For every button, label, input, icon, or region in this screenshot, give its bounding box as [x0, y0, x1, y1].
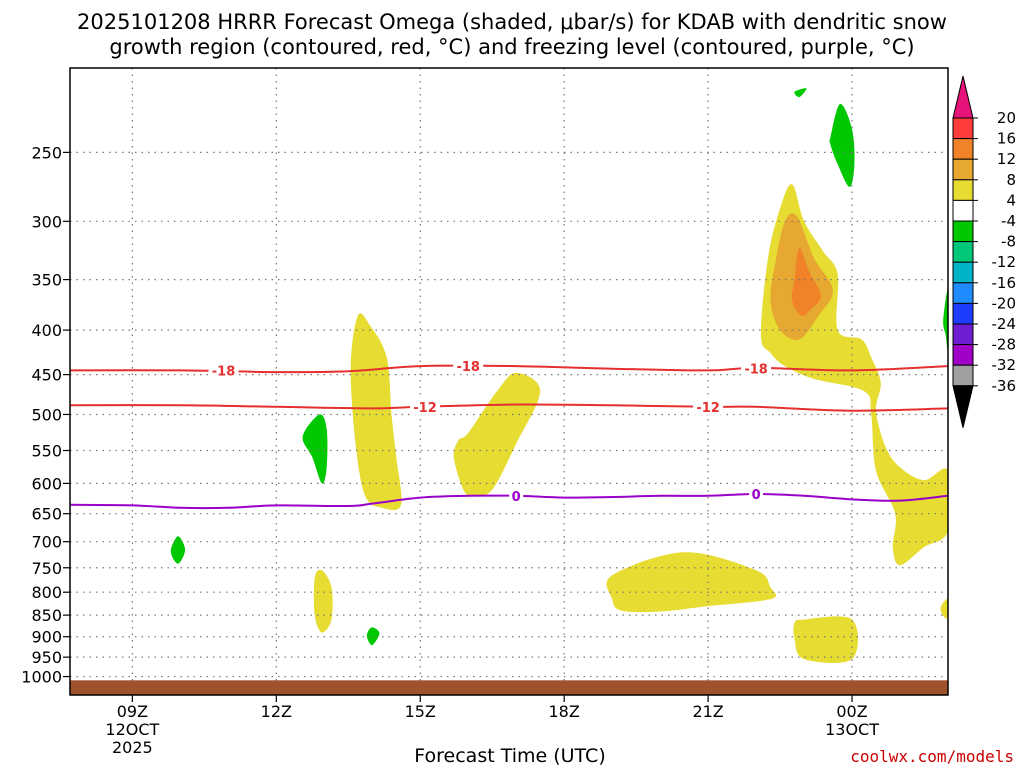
colorbar-top-arrow	[952, 75, 974, 119]
x-tick-label: 21Z	[692, 702, 723, 721]
omega-shading-layer	[170, 88, 948, 663]
chart-title-line2: growth region (contoured, red, °C) and f…	[109, 35, 914, 59]
omega-region	[829, 103, 855, 187]
x-axis-label: Forecast Time (UTC)	[414, 745, 605, 767]
contour-label-bg	[509, 487, 524, 504]
colorbar-bin	[952, 179, 974, 201]
x-tick-label: 18Z	[549, 702, 580, 721]
omega-region	[794, 88, 807, 98]
x-tick-label: 12Z	[261, 702, 292, 721]
colorbar-bin	[952, 323, 974, 346]
omega-region	[791, 248, 821, 316]
omega-region	[170, 536, 186, 564]
contour-label: -12	[413, 401, 437, 416]
contour-label: 0	[512, 490, 521, 505]
x-tick-label: 15Z	[405, 702, 436, 721]
x-tick-label: 00Z	[836, 702, 867, 721]
y-tick-label: 850	[31, 606, 62, 625]
y-tick-label: 450	[31, 366, 62, 385]
omega-region	[943, 289, 948, 351]
contour-layer: -18 -18 -18 -12 -12 0 0	[70, 358, 948, 510]
contour-label: -12	[696, 401, 720, 416]
y-tick-label: 300	[31, 212, 62, 231]
y-tick-label: 500	[31, 405, 62, 424]
omega-region	[606, 552, 777, 613]
contour-label-bg	[693, 398, 724, 415]
source-credit: coolwx.com/models	[850, 747, 1014, 766]
y-tick-label: 700	[31, 533, 62, 552]
x-tick-date: 13OCT	[825, 720, 879, 739]
colorbar-label: 20	[997, 109, 1016, 127]
colorbar-label: -20	[992, 294, 1017, 312]
colorbar-label: -32	[992, 356, 1017, 374]
colorbar-bin	[952, 199, 974, 222]
y-tick-label: 550	[31, 442, 62, 461]
y-tick-label: 800	[31, 583, 62, 602]
plot-frame	[69, 67, 949, 696]
colorbar-bottom-arrow	[952, 385, 974, 428]
ground-fill	[70, 680, 948, 695]
y-tick-label: 600	[31, 474, 62, 493]
isotherm-line	[70, 403, 948, 412]
omega-region	[940, 598, 948, 619]
x-tick-label: 09Z	[117, 702, 148, 721]
grid-layer	[70, 68, 948, 695]
colorbar-bin	[952, 158, 974, 181]
omega-region	[453, 372, 541, 497]
x-tick-date: 12OCT	[105, 720, 159, 739]
colorbar-label: -16	[992, 274, 1017, 292]
contour-label-bg	[410, 398, 441, 415]
y-tick-label: 400	[31, 321, 62, 340]
contour-label: -18	[456, 360, 480, 375]
colorbar-bin	[952, 138, 974, 160]
chart-title-line1: 2025101208 HRRR Forecast Omega (shaded, …	[77, 10, 947, 34]
colorbar: 20 16 12 8 4 -4 -8 -12 -16 -20 -24 -28 -32 -36	[952, 75, 1017, 428]
colorbar-bin	[952, 344, 974, 366]
freezing-level-line	[70, 492, 948, 510]
y-tick-label: 1000	[21, 668, 62, 687]
y-tick-label: 250	[31, 143, 62, 162]
colorbar-bin	[952, 302, 974, 325]
colorbar-label: 8	[1006, 171, 1016, 189]
axis-layer: 250 300 350 400 450 500 550 600 650 700 750 800 850 9…	[21, 143, 879, 757]
colorbar-label: -28	[992, 336, 1017, 354]
colorbar-bin	[952, 117, 974, 140]
y-tick-label: 350	[31, 271, 62, 290]
colorbar-bin	[952, 261, 974, 284]
colorbar-label: 12	[997, 150, 1016, 168]
colorbar-bin	[952, 364, 974, 387]
colorbar-label: 4	[1006, 191, 1016, 209]
colorbar-label: -8	[1001, 233, 1016, 251]
y-tick-label: 900	[31, 628, 62, 647]
x-tick-year: 2025	[112, 738, 153, 757]
contour-label: 0	[752, 488, 761, 503]
contour-label-bg	[453, 358, 484, 375]
colorbar-bin	[952, 220, 974, 243]
contour-label: -18	[212, 364, 236, 379]
omega-region	[350, 313, 402, 511]
colorbar-bin	[952, 241, 974, 263]
omega-region	[793, 616, 858, 663]
contour-label: -18	[744, 363, 768, 378]
y-tick-label: 750	[31, 559, 62, 578]
contour-label-bg	[749, 485, 764, 502]
colorbar-label: 16	[997, 130, 1016, 148]
colorbar-label: -12	[992, 253, 1017, 271]
colorbar-label: -36	[992, 377, 1017, 395]
contour-label-bg	[208, 362, 239, 379]
omega-region	[313, 569, 333, 633]
colorbar-bin	[952, 282, 974, 304]
y-tick-label: 950	[31, 648, 62, 667]
y-tick-label: 650	[31, 505, 62, 524]
omega-region	[366, 627, 380, 646]
omega-region	[302, 414, 328, 484]
contour-label-bg	[741, 360, 772, 377]
colorbar-label: -4	[1001, 212, 1016, 230]
colorbar-label: -24	[992, 315, 1017, 333]
